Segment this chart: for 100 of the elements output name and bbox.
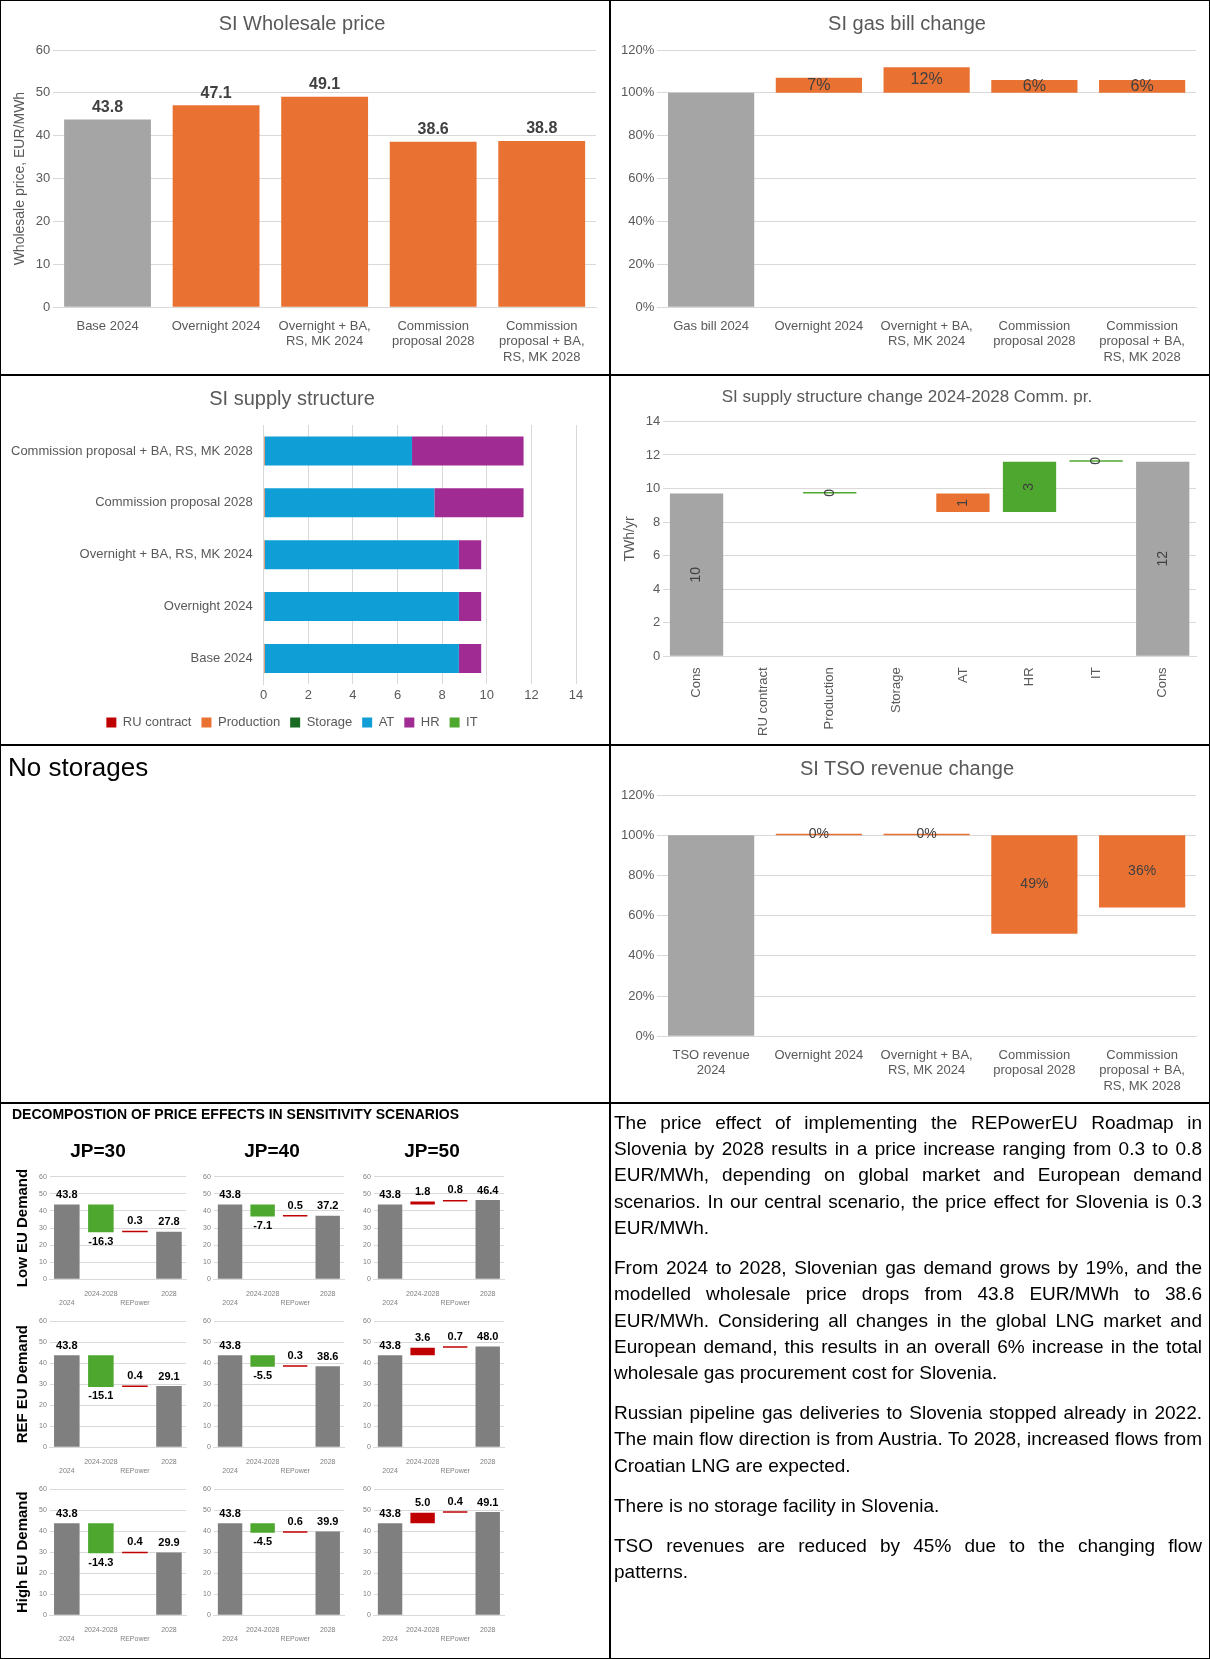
data-label: 0.7	[447, 1329, 463, 1342]
y-tick-label: 0%	[635, 1027, 655, 1043]
x-tick-label: RU contract	[754, 666, 770, 737]
y-tick-label: 40%	[628, 213, 655, 229]
data-label: 38.6	[417, 120, 449, 138]
y-tick-label: Overnight + BA, RS, MK 2024	[79, 546, 253, 562]
y-axis-title: High EU Demand	[13, 1491, 31, 1614]
y-tick-label: 4	[653, 580, 661, 596]
x-tick-label: Commission proposal 2028	[993, 1046, 1076, 1078]
data-label: 46.4	[477, 1183, 500, 1196]
x-tick-label: 0	[260, 686, 268, 702]
data-label: 38.8	[526, 119, 558, 137]
y-tick-label: 10	[35, 255, 51, 271]
bar	[281, 96, 369, 307]
y-tick-label: 0	[43, 298, 51, 314]
x-tick-label: Overnight 2024	[774, 317, 864, 333]
x-tick-label: HR	[1021, 667, 1037, 687]
bar	[458, 643, 482, 673]
y-tick-label: 2	[653, 614, 661, 630]
text: Russian pipeline gas deliveries to Slovenia stopped already in 2022. The main flow direction is from Austria. To 2028, increased flows from Croatian LNG are expected.	[614, 1401, 1202, 1478]
y-tick-label: 40%	[628, 947, 655, 963]
data-label: 43.8	[219, 1187, 241, 1200]
y-tick-label: 0	[653, 647, 661, 663]
y-tick-label: 60%	[628, 907, 655, 923]
chart-title: SI Wholesale price	[218, 11, 386, 34]
x-tick-label: Commission proposal 2028	[391, 317, 475, 349]
bar	[410, 1512, 435, 1524]
data-label: 1.8	[414, 1184, 431, 1197]
bar	[458, 592, 482, 622]
data-label: -15.1	[88, 1389, 114, 1402]
y-tick-label: 20%	[628, 987, 655, 1003]
chart-title: JP=40	[244, 1139, 300, 1161]
data-label: 0.4	[127, 1535, 144, 1548]
x-tick-label: Overnight + BA, RS, MK 2024	[880, 1046, 973, 1078]
bar	[64, 119, 151, 307]
bar	[264, 643, 459, 673]
bar	[458, 540, 482, 570]
bar	[377, 1523, 403, 1615]
data-label: 39.9	[317, 1514, 339, 1527]
data-label: 27.8	[158, 1215, 180, 1228]
text: The price effect of implementing the REPowerEU Roadmap in Slovenia by 2028 results in a price increase ranging from 0.3 to 0.8 EUR/MWh, depending on global market and European demand scenarios. In our central scenario, the price effect for Slovenia is 0.3 EUR/MWh.	[614, 1111, 1202, 1240]
y-tick-label: Base 2024	[190, 650, 253, 666]
data-label: 6%	[1022, 76, 1046, 94]
x-tick-label: Commission proposal + BA, RS, MK 2028	[498, 317, 585, 364]
data-label: 49.1	[477, 1495, 499, 1508]
data-label: 1	[953, 498, 970, 507]
data-label: 12	[1153, 550, 1170, 567]
data-label: 43.8	[219, 1506, 241, 1519]
y-tick-label: 14	[645, 412, 661, 428]
bar	[264, 488, 435, 518]
data-label: -4.5	[253, 1535, 273, 1548]
y-tick-label: 80%	[628, 866, 655, 882]
y-axis-title: Low EU Demand	[13, 1168, 31, 1288]
bar	[172, 105, 260, 307]
text: There is no storage facility in Slovenia.	[614, 1493, 941, 1518]
bar	[475, 1346, 500, 1447]
data-label: 29.9	[158, 1535, 180, 1548]
x-tick-label: Storage	[887, 667, 903, 713]
data-label: -7.1	[253, 1219, 273, 1232]
x-tick-label: 12	[524, 686, 539, 702]
bar	[883, 67, 970, 93]
x-tick-label: 6	[393, 686, 402, 702]
y-tick-label: Commission proposal + BA, RS, MK 2028	[11, 442, 253, 458]
x-tick-label: 2	[304, 686, 312, 702]
chart-title: SI supply structure	[209, 386, 375, 409]
y-tick-label: 60%	[628, 170, 655, 186]
data-label: 48.0	[477, 1329, 499, 1342]
y-tick-label: Overnight 2024	[163, 598, 253, 614]
data-label: 49.1	[309, 75, 341, 93]
text: DECOMPOSTION OF PRICE EFFECTS IN SENSITIVITY SCENARIOS	[12, 1106, 460, 1122]
x-tick-label: AT	[954, 667, 970, 684]
data-label: 43.8	[379, 1506, 401, 1519]
y-tick-label: 20%	[628, 255, 655, 271]
bar	[264, 592, 459, 622]
data-label: 36%	[1128, 862, 1157, 879]
x-tick-label: 8	[438, 686, 446, 702]
data-label: 43.8	[91, 97, 124, 115]
data-label: 47.1	[200, 83, 232, 101]
chart-title: SI TSO revenue change	[799, 756, 1015, 779]
y-tick-label: 10	[645, 480, 661, 496]
data-label: 0.6	[287, 1514, 303, 1527]
y-tick-label: 80%	[628, 127, 655, 143]
y-tick-label: 100%	[621, 826, 655, 842]
chart-title: JP=30	[70, 1139, 126, 1161]
data-label: 43.8	[379, 1338, 401, 1351]
x-tick-label: 10	[479, 686, 494, 702]
bar	[475, 1512, 500, 1615]
data-label: 43.8	[56, 1187, 78, 1200]
x-tick-label: Overnight 2024	[774, 1046, 864, 1062]
chart-title: SI supply structure change 2024-2028 Comm. pr.	[721, 386, 1093, 406]
data-label: 0.3	[127, 1214, 143, 1227]
data-label: 7%	[807, 75, 831, 93]
data-label: 43.8	[219, 1338, 241, 1351]
x-tick-label: IT	[1087, 667, 1103, 679]
y-tick-label: 8	[653, 513, 661, 529]
data-label: 3.6	[414, 1331, 431, 1344]
x-tick-label: 14	[568, 686, 584, 702]
data-label: 3	[1020, 482, 1037, 491]
y-tick-label: 12	[645, 446, 661, 462]
data-label: 43.8	[56, 1338, 78, 1351]
